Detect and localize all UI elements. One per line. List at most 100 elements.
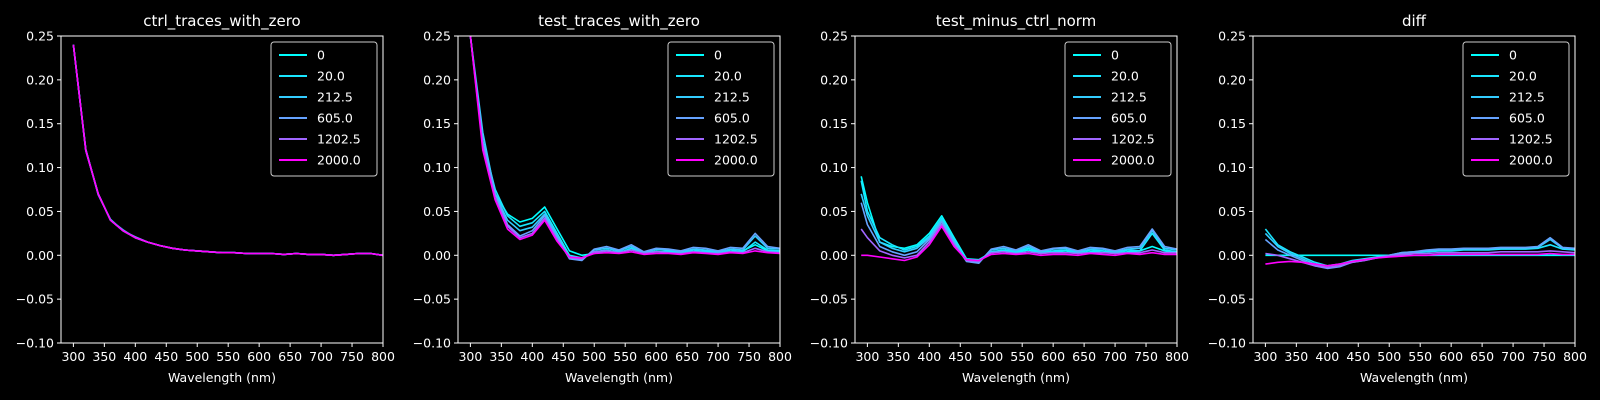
x-tick-label: 700 [1501,349,1525,364]
x-tick-label: 800 [1563,349,1587,364]
y-tick-label: 0.20 [26,72,54,87]
y-tick-label: 0.15 [1218,116,1246,131]
y-tick-label: 0.00 [26,248,54,263]
x-tick-label: 600 [1439,349,1463,364]
legend: 0 20.0 212.5 605.0 1202.5 2000.0 [1064,41,1172,177]
legend-label: 2000.0 [1111,153,1155,168]
x-tick-label: 800 [768,349,792,364]
chart-title: test_minus_ctrl_norm [936,12,1097,31]
x-tick-label: 650 [278,349,302,364]
axes-frame [1252,35,1576,344]
x-tick-label: 500 [185,349,209,364]
y-tick-label: 0.10 [820,160,848,175]
legend-label: 605.0 [1509,111,1545,126]
legend-label: 605.0 [1111,111,1147,126]
x-tick-label: 350 [886,349,910,364]
series-group [860,176,1177,265]
series-line-20.0 [469,36,780,259]
x-tick-label: 450 [551,349,575,364]
y-tick-label: 0.05 [423,204,451,219]
x-tick-label: 400 [520,349,544,364]
y-tick-label: −0.05 [413,292,451,307]
y-tick-label: 0.10 [26,160,54,175]
series-line-1202.5 [860,223,1177,263]
axes-frame [457,35,781,344]
y-tick-label: −0.10 [16,336,54,351]
x-tick-label: 450 [1346,349,1370,364]
x-tick-label: 550 [613,349,637,364]
series-group [469,36,780,262]
y-tick-label: 0.25 [1218,29,1246,44]
chart-panel-4: diff −0.10 −0.05 0.00 0.05 0.10 0.15 0.20 0.25 30… [1208,12,1587,385]
axes-frame [854,35,1178,344]
x-axis-label: Wavelength (nm) [1360,370,1468,385]
legend-label: 1202.5 [714,132,758,147]
series-line-212.5 [860,193,1177,264]
series-line-2000.0 [1265,252,1575,267]
series-group [1264,228,1575,270]
x-tick-label: 650 [675,349,699,364]
chart-panel-3: test_minus_ctrl_norm −0.10 −0.05 0.00 0.05 0.… [810,12,1189,385]
legend-label: 212.5 [317,90,353,105]
x-tick-label: 750 [1532,349,1556,364]
legend-label: 1202.5 [1111,132,1155,147]
series-line-212.5 [469,36,780,261]
series-line-605.0 [860,202,1177,265]
series-line-605.0 [469,36,780,262]
series-group [72,44,383,257]
series-line-2000.0 [861,225,1177,262]
y-tick-label: 0.25 [820,29,848,44]
legend-label: 1202.5 [317,132,361,147]
y-tick-label: 0.05 [26,204,54,219]
x-tick-label: 550 [1408,349,1432,364]
legend: 0 20.0 212.5 605.0 1202.5 2000.0 [1462,41,1570,177]
legend-label: 20.0 [1509,69,1537,84]
x-tick-label: 400 [1315,349,1339,364]
x-tick-label: 450 [948,349,972,364]
legend-label: 20.0 [1111,69,1139,84]
x-tick-label: 500 [979,349,1003,364]
y-tick-label: 0.15 [820,116,848,131]
x-axis-label: Wavelength (nm) [168,370,276,385]
y-tick-label: −0.10 [413,336,451,351]
legend-label: 212.5 [1509,90,1545,105]
chart-title: test_traces_with_zero [538,12,700,31]
x-tick-label: 800 [371,349,395,364]
y-tick-label: −0.05 [810,292,848,307]
x-axis-label: Wavelength (nm) [565,370,673,385]
y-tick-label: 0.05 [820,204,848,219]
x-tick-label: 750 [340,349,364,364]
y-tick-label: 0.25 [26,29,54,44]
x-tick-label: 300 [1253,349,1277,364]
axes-frame [60,35,384,344]
y-tick-label: 0.00 [423,248,451,263]
y-tick-label: 0.20 [1218,72,1246,87]
legend-label: 20.0 [317,69,345,84]
y-tick-label: −0.10 [810,336,848,351]
series-line-2000.0 [72,44,383,257]
x-tick-label: 800 [1165,349,1189,364]
chart-panel-1: ctrl_traces_with_zero −0.10 −0.05 0.00 0.05 0… [16,12,395,385]
y-tick-label: 0.10 [423,160,451,175]
y-tick-label: −0.05 [1208,292,1246,307]
x-tick-label: 650 [1470,349,1494,364]
legend: 0 20.0 212.5 605.0 1202.5 2000.0 [667,41,775,177]
legend-label: 20.0 [714,69,742,84]
y-tick-label: −0.10 [1208,336,1246,351]
legend: 0 20.0 212.5 605.0 1202.5 2000.0 [270,41,378,177]
x-tick-label: 700 [309,349,333,364]
x-tick-label: 350 [1284,349,1308,364]
y-tick-label: 0.25 [423,29,451,44]
legend-label: 0 [1111,48,1119,63]
legend-label: 2000.0 [317,153,361,168]
x-tick-label: 600 [644,349,668,364]
chart-title: diff [1402,12,1427,30]
x-tick-label: 700 [706,349,730,364]
series-line-1202.5 [1265,250,1575,269]
legend-label: 2000.0 [1509,153,1553,168]
y-tick-label: 0.00 [820,248,848,263]
x-tick-label: 450 [154,349,178,364]
x-tick-label: 500 [582,349,606,364]
legend-label: 0 [714,48,722,63]
